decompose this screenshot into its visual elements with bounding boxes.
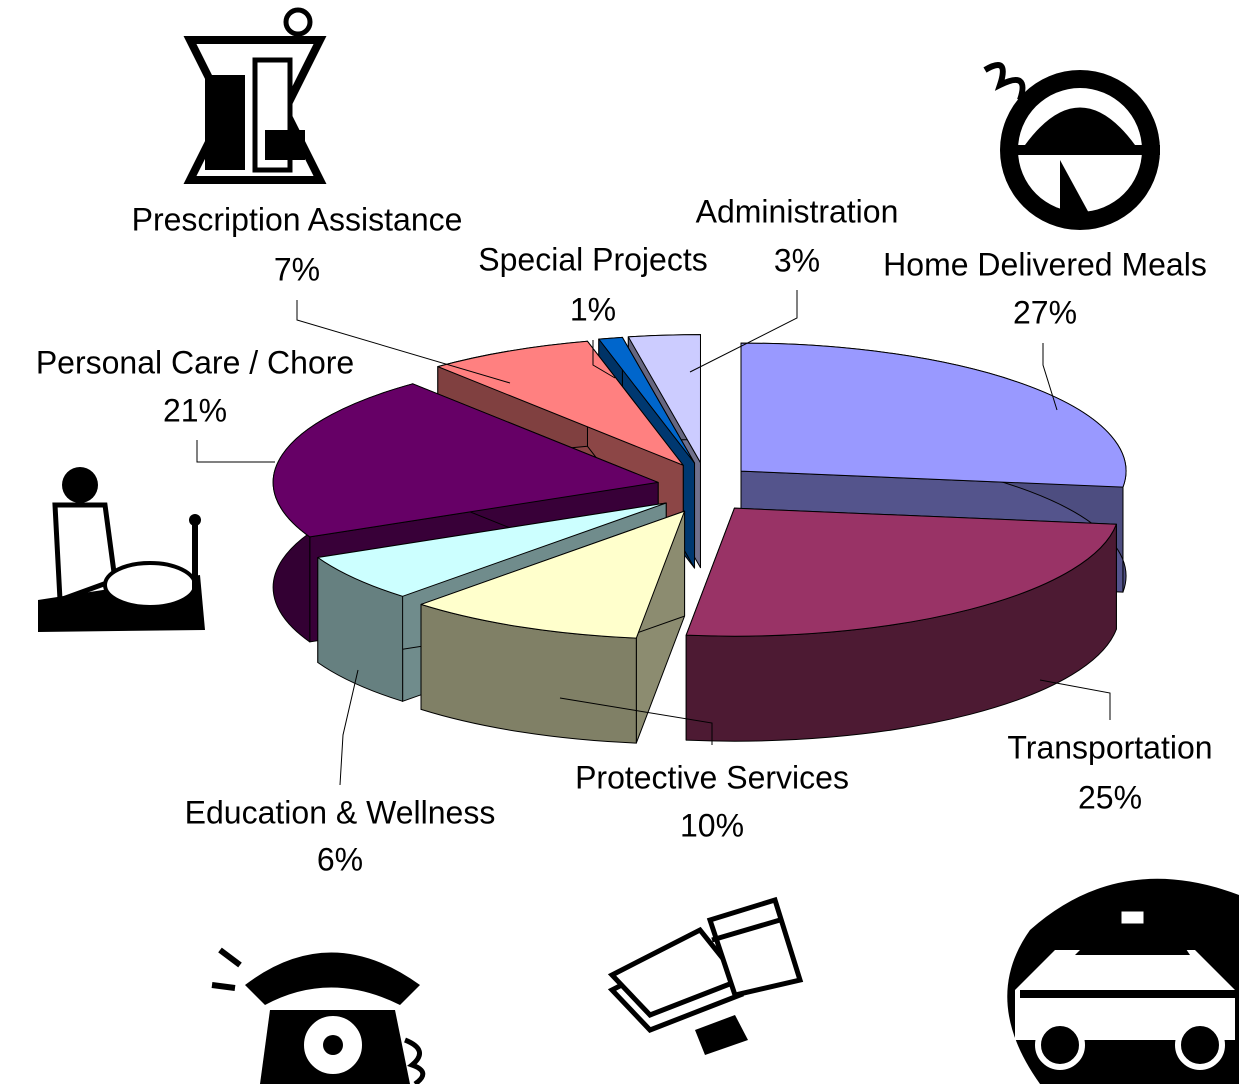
value-label: 3%	[774, 242, 820, 278]
category-label: Prescription Assistance	[132, 201, 463, 237]
slice-top	[272, 383, 659, 538]
slice-top	[627, 334, 701, 464]
meal-icon	[983, 62, 1160, 230]
slice-top	[437, 340, 684, 466]
paperwork-icon	[607, 896, 804, 1055]
leader-line	[339, 669, 359, 786]
pie	[272, 334, 1127, 744]
value-label: 1%	[570, 291, 616, 327]
category-label: Education & Wellness	[185, 794, 496, 830]
value-label: 6%	[317, 841, 363, 877]
labels: Home Delivered Meals 27% Transportation 25%…	[36, 193, 1213, 877]
mortar-icon	[183, 7, 327, 184]
taxi-icon	[1007, 878, 1239, 1084]
leader-line	[559, 697, 713, 745]
slice-top	[317, 502, 667, 597]
value-label: 10%	[680, 807, 744, 843]
slice-top	[420, 510, 686, 639]
category-label: Transportation	[1007, 729, 1212, 765]
slice-top	[598, 336, 696, 464]
leader-line	[592, 340, 616, 379]
care-icon	[38, 467, 205, 632]
slice	[685, 507, 1117, 742]
category-label: Personal Care / Chore	[36, 344, 354, 380]
value-label: 27%	[1013, 294, 1077, 330]
value-label: 21%	[163, 392, 227, 428]
slice-top	[685, 507, 1117, 637]
leader-line	[196, 440, 275, 463]
slice	[420, 510, 686, 744]
value-label: 7%	[274, 251, 320, 287]
value-label: 25%	[1078, 779, 1142, 815]
category-label: Home Delivered Meals	[883, 246, 1207, 282]
category-label: Protective Services	[575, 759, 849, 795]
leader-line	[296, 300, 511, 384]
leader-line	[1039, 679, 1111, 720]
leader-line	[1042, 343, 1058, 411]
slice-top	[740, 342, 1127, 488]
phone-icon	[211, 947, 426, 1084]
leader-line	[689, 290, 798, 373]
category-label: Special Projects	[478, 241, 707, 277]
category-label: Administration	[696, 193, 899, 229]
